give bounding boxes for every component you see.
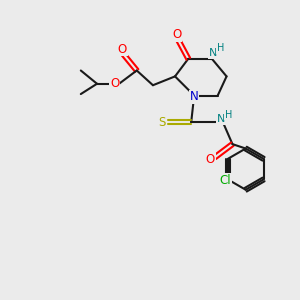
Text: Cl: Cl [219, 174, 231, 188]
Text: O: O [206, 153, 215, 166]
Text: N: N [190, 91, 199, 103]
Text: O: O [172, 28, 181, 41]
Text: O: O [110, 77, 119, 90]
Text: H: H [217, 44, 224, 53]
Text: O: O [117, 43, 127, 56]
Text: S: S [159, 116, 166, 128]
Text: N: N [209, 48, 218, 58]
Text: H: H [225, 110, 233, 120]
Text: N: N [217, 114, 225, 124]
